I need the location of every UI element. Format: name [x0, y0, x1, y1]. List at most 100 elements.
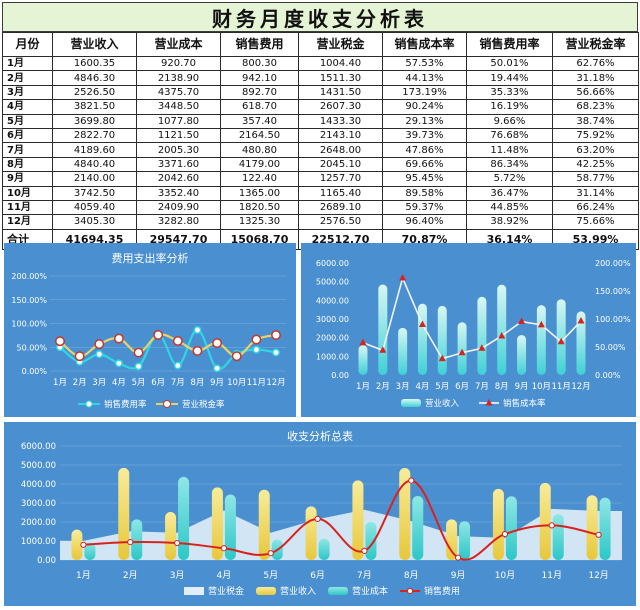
table-cell: 2138.90	[136, 70, 221, 86]
y-tick-label-left: 5000.00	[316, 278, 349, 287]
x-tick-label: 4月	[415, 382, 429, 392]
x-tick-label: 1月	[76, 570, 91, 581]
bar-cost	[365, 521, 377, 560]
bar	[517, 335, 527, 375]
bar	[536, 305, 546, 375]
x-tick-label: 11月	[542, 570, 562, 581]
series-line	[362, 275, 582, 360]
bar-cost	[178, 476, 190, 560]
table-cell: 2409.90	[136, 199, 221, 216]
data-point	[193, 326, 202, 334]
legend-label: 销售费用	[424, 585, 460, 597]
data-point	[498, 331, 506, 339]
table-cell: 3742.50	[52, 185, 137, 201]
table-cell: 3821.50	[52, 99, 137, 115]
data-point	[212, 338, 223, 349]
table-row: 8月 4840.40 3371.60 4179.00 2045.10 69.66% 86.3…	[2, 156, 639, 173]
table-cell: 1004.40	[298, 55, 383, 72]
table-cell: 892.70	[220, 84, 299, 101]
table-cell: 4月	[2, 99, 53, 115]
x-tick-label: 8月	[404, 570, 419, 581]
data-point	[595, 531, 602, 538]
table-cell: 122.40	[220, 171, 299, 187]
x-tick-label: 4月	[112, 378, 126, 388]
y-tick-label: 150.00%	[11, 296, 47, 305]
table-cell: 59.37%	[382, 199, 467, 216]
bar-cost	[599, 497, 611, 560]
table-cell: 1月	[2, 55, 53, 72]
y-tick-label: 6000.00	[21, 442, 56, 452]
table-cell: 3448.50	[136, 99, 221, 115]
bar-revenue	[446, 519, 458, 560]
x-tick-label: 8月	[495, 382, 509, 392]
data-point	[267, 550, 274, 557]
data-point	[252, 345, 261, 354]
data-point	[548, 522, 555, 529]
table-cell: 3月	[2, 84, 53, 101]
bar-revenue	[118, 467, 130, 560]
data-point	[113, 333, 124, 344]
legend-label: 销售费用率	[104, 399, 147, 410]
table-cell: 1511.30	[298, 70, 383, 86]
table-cell: 4189.60	[52, 142, 137, 158]
table-cell: 1165.40	[298, 185, 383, 201]
x-tick-label: 12月	[266, 378, 285, 388]
table-row: 5月 3699.80 1077.80 357.40 1433.30 29.13% 9.66%…	[2, 113, 639, 129]
table-cell: 86.34%	[466, 156, 553, 173]
data-point	[379, 346, 387, 353]
table-cell: 89.58%	[382, 185, 467, 201]
table-row: 3月 2526.50 4375.70 892.70 1431.50 173.19% 35.3…	[2, 84, 639, 101]
table-cell: 1365.00	[220, 185, 299, 201]
table-cell: 69.66%	[382, 156, 467, 173]
expense-rate-chart: 费用支出率分析 0.00% 50.00% 100.00% 150.00% 200.00% 1…	[4, 243, 296, 417]
y-tick-label: 4000.00	[21, 480, 56, 490]
table-cell: 16.19%	[466, 99, 553, 115]
y-tick-label-left: 3000.00	[316, 315, 349, 324]
legend-label: 营业税金	[208, 585, 244, 597]
x-tick-label: 5月	[132, 378, 146, 388]
bar-revenue	[492, 488, 504, 560]
table-cell: 2164.50	[220, 127, 299, 144]
chart-title: 收支分析总表	[287, 429, 353, 443]
data-point	[173, 539, 181, 547]
data-point	[577, 317, 585, 324]
table-header-cell: 营业收入	[52, 32, 137, 57]
bar-revenue	[258, 489, 270, 560]
x-tick-label: 12月	[571, 382, 590, 392]
bar	[437, 305, 447, 375]
table-cell: 1820.50	[220, 199, 299, 216]
revenue-cost-rate-chart: 0.00 1000.00 2000.00 3000.00 4000.00 5000.00 6…	[301, 243, 636, 417]
table-row: 12月 3405.30 3282.80 1325.30 2576.50 96.40% 38.…	[2, 214, 639, 230]
table-cell: 75.66%	[552, 214, 639, 230]
legend-swatch	[184, 587, 204, 595]
table-cell: 3699.80	[52, 113, 137, 129]
x-tick-label: 11月	[247, 378, 266, 388]
legend-marker	[406, 587, 414, 595]
data-point	[458, 348, 466, 356]
table-cell: 1433.30	[298, 113, 383, 129]
data-point	[454, 554, 462, 561]
table-cell: 11月	[2, 199, 53, 216]
table-cell: 1121.50	[136, 127, 221, 144]
table-cell: 800.30	[220, 55, 299, 72]
table-header-cell: 营业成本	[136, 32, 221, 57]
data-point	[231, 351, 242, 362]
legend-label: 销售成本率	[503, 398, 546, 409]
table-cell: 11.48%	[466, 142, 553, 158]
x-tick-label: 3月	[396, 382, 410, 392]
data-point	[114, 359, 123, 368]
x-tick-label: 7月	[171, 378, 185, 388]
table-cell: 95.45%	[382, 171, 467, 187]
bar	[398, 327, 408, 375]
table-cell: 3352.40	[136, 185, 221, 201]
data-point	[399, 274, 407, 281]
table-cell: 3405.30	[52, 214, 137, 230]
table-cell: 63.20%	[552, 142, 639, 158]
x-tick-label: 6月	[455, 382, 469, 392]
report-title-bar: 财务月度收支分析表	[2, 2, 638, 32]
bar-cost	[131, 519, 143, 560]
bar-revenue	[399, 468, 411, 560]
data-point	[272, 348, 280, 357]
legend-swatch	[256, 587, 276, 595]
bar-cost	[318, 538, 330, 560]
